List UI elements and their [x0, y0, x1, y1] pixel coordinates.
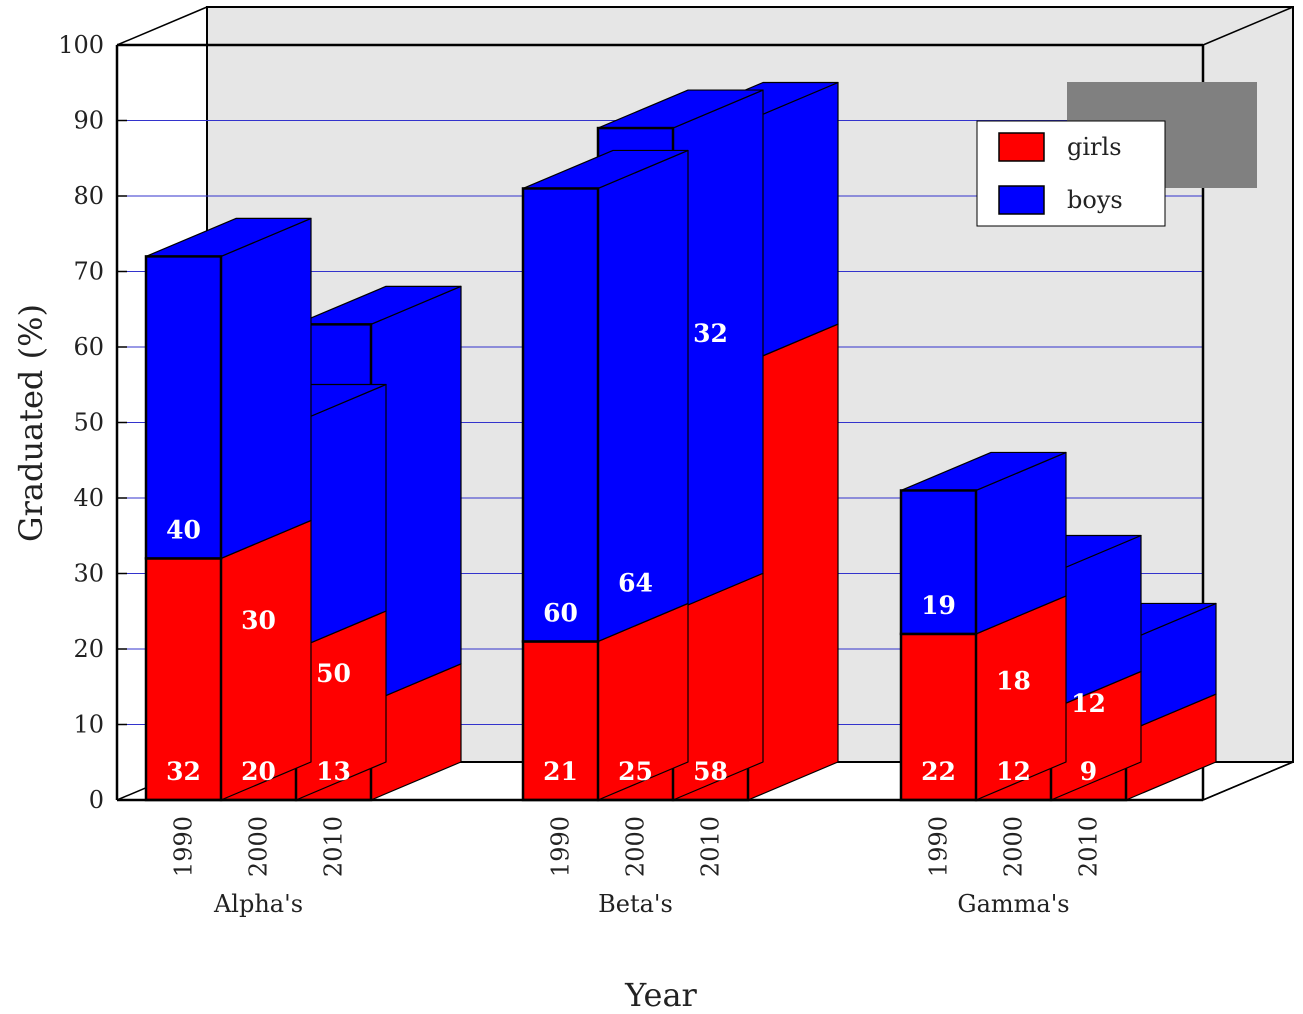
x-tick-label: 1990	[170, 816, 198, 877]
y-tick-label: 100	[58, 31, 104, 59]
bar-boys-front	[144, 255, 223, 560]
data-label-girls: 9	[1080, 757, 1097, 786]
data-label-boys: 32	[693, 319, 728, 348]
legend-swatch-boys	[998, 185, 1045, 215]
data-label-boys: 64	[618, 568, 653, 597]
y-tick-label: 20	[73, 635, 104, 663]
legend-label-boys: boys	[1067, 186, 1123, 214]
data-label-boys: 30	[241, 606, 276, 635]
bar-boys-side	[220, 217, 312, 560]
x-tick-label: 2010	[1075, 816, 1103, 877]
y-tick-label: 40	[73, 484, 104, 512]
y-tick-label: 60	[73, 333, 104, 361]
data-label-boys: 18	[996, 666, 1031, 695]
data-label-girls: 13	[316, 757, 351, 786]
data-label-girls: 25	[618, 757, 653, 786]
y-tick-label: 90	[73, 107, 104, 135]
y-tick-label: 80	[73, 182, 104, 210]
data-label-boys: 40	[166, 515, 201, 544]
data-label-boys: 50	[316, 659, 351, 688]
data-label-girls: 20	[241, 757, 276, 786]
x-tick-label: 2000	[622, 816, 650, 877]
data-label-girls: 32	[166, 757, 201, 786]
legend-swatch-girls	[998, 132, 1045, 162]
y-axis-title: Graduated (%)	[12, 304, 50, 542]
x-tick-label: 2000	[245, 816, 273, 877]
data-label-boys: 12	[1071, 689, 1106, 718]
y-tick-label: 30	[73, 560, 104, 588]
y-tick-label: 70	[73, 258, 104, 286]
x-tick-label: 2010	[320, 816, 348, 877]
y-tick-label: 50	[73, 409, 104, 437]
data-label-girls: 58	[693, 757, 728, 786]
data-label-boys: 60	[543, 598, 578, 627]
bar-girls-front	[899, 632, 978, 802]
y-tick-label: 10	[73, 711, 104, 739]
frame-depth-edge	[1202, 761, 1294, 801]
data-label-girls: 21	[543, 757, 578, 786]
group-label: Gamma's	[957, 890, 1069, 918]
bar-boys	[899, 451, 1067, 636]
data-label-girls: 22	[921, 757, 956, 786]
frame-depth-edge	[116, 6, 208, 46]
data-label-boys: 19	[921, 591, 956, 620]
legend-label-girls: girls	[1067, 133, 1122, 161]
bar-boys-front	[899, 489, 978, 636]
group-label: Beta's	[598, 890, 673, 918]
data-label-girls: 12	[996, 757, 1031, 786]
bar-boys	[521, 149, 689, 643]
frame-depth-edge	[1202, 6, 1294, 46]
x-tick-label: 2010	[697, 816, 725, 877]
x-tick-label: 1990	[925, 816, 953, 877]
bar-boys	[144, 217, 312, 560]
x-axis-title: Year	[624, 976, 697, 1014]
x-tick-label: 1990	[547, 816, 575, 877]
x-tick-label: 2000	[1000, 816, 1028, 877]
group-label: Alpha's	[213, 890, 303, 918]
y-tick-label: 0	[89, 786, 104, 814]
bar-boys-front	[521, 187, 600, 643]
bar-girls-front	[521, 640, 600, 802]
